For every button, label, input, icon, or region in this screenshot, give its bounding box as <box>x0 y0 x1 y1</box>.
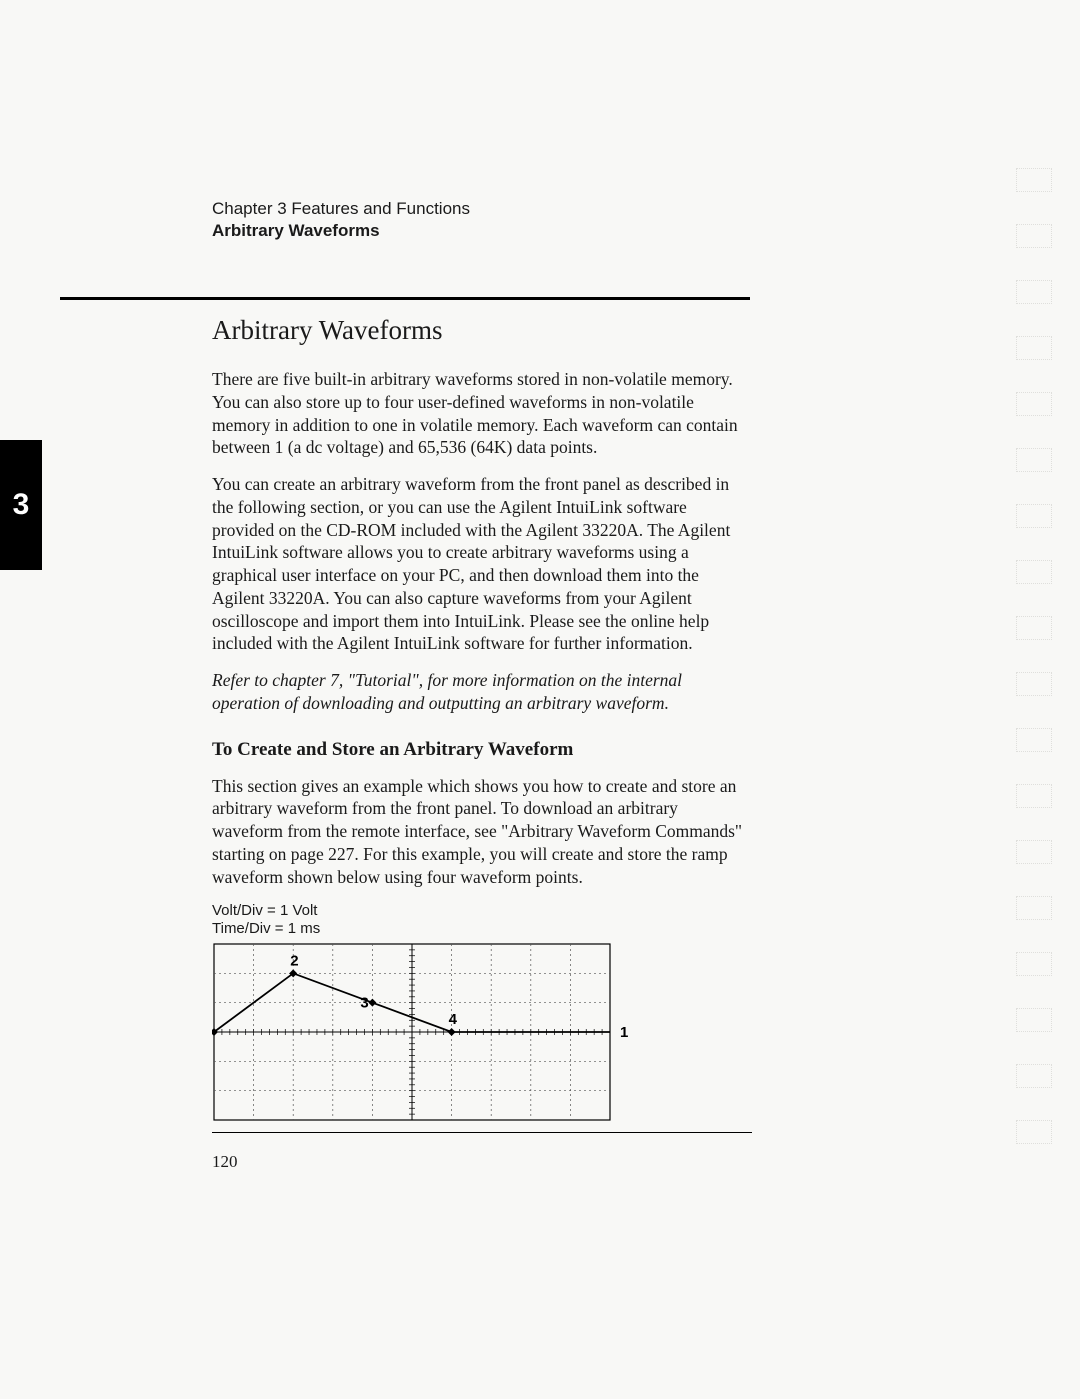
chart-meta-line: Volt/Div = 1 Volt <box>212 902 752 920</box>
page-title: Arbitrary Waveforms <box>212 315 752 346</box>
page-header: Chapter 3 Features and Functions Arbitra… <box>212 199 470 241</box>
document-page: Chapter 3 Features and Functions Arbitra… <box>0 0 1080 1399</box>
svg-text:2: 2 <box>290 953 298 970</box>
chart-meta: Volt/Div = 1 Volt Time/Div = 1 ms <box>212 902 752 938</box>
content-body: Arbitrary Waveforms There are five built… <box>212 315 752 1131</box>
paragraph: You can create an arbitrary waveform fro… <box>212 473 752 655</box>
paragraph-italic: Refer to chapter 7, "Tutorial", for more… <box>212 669 752 715</box>
paragraph: This section gives an example which show… <box>212 775 752 889</box>
paragraph: There are five built-in arbitrary wavefo… <box>212 368 752 459</box>
waveform-svg: 2 3 4 1 <box>212 942 642 1126</box>
sub-heading: To Create and Store an Arbitrary Wavefor… <box>212 739 752 761</box>
svg-text:4: 4 <box>449 1011 458 1028</box>
svg-text:1: 1 <box>620 1024 628 1041</box>
binder-holes-decoration <box>1016 168 1064 1176</box>
page-number: 120 <box>212 1152 238 1172</box>
waveform-chart: 2 3 4 1 <box>212 942 632 1131</box>
section-name: Arbitrary Waveforms <box>212 221 470 241</box>
chapter-thumb-tab: 3 <box>0 440 42 570</box>
footer-rule <box>212 1132 752 1133</box>
chart-meta-line: Time/Div = 1 ms <box>212 920 752 938</box>
thumb-tab-number: 3 <box>13 488 30 522</box>
heading-rule <box>60 297 750 300</box>
chapter-line: Chapter 3 Features and Functions <box>212 199 470 219</box>
svg-text:3: 3 <box>360 995 368 1012</box>
